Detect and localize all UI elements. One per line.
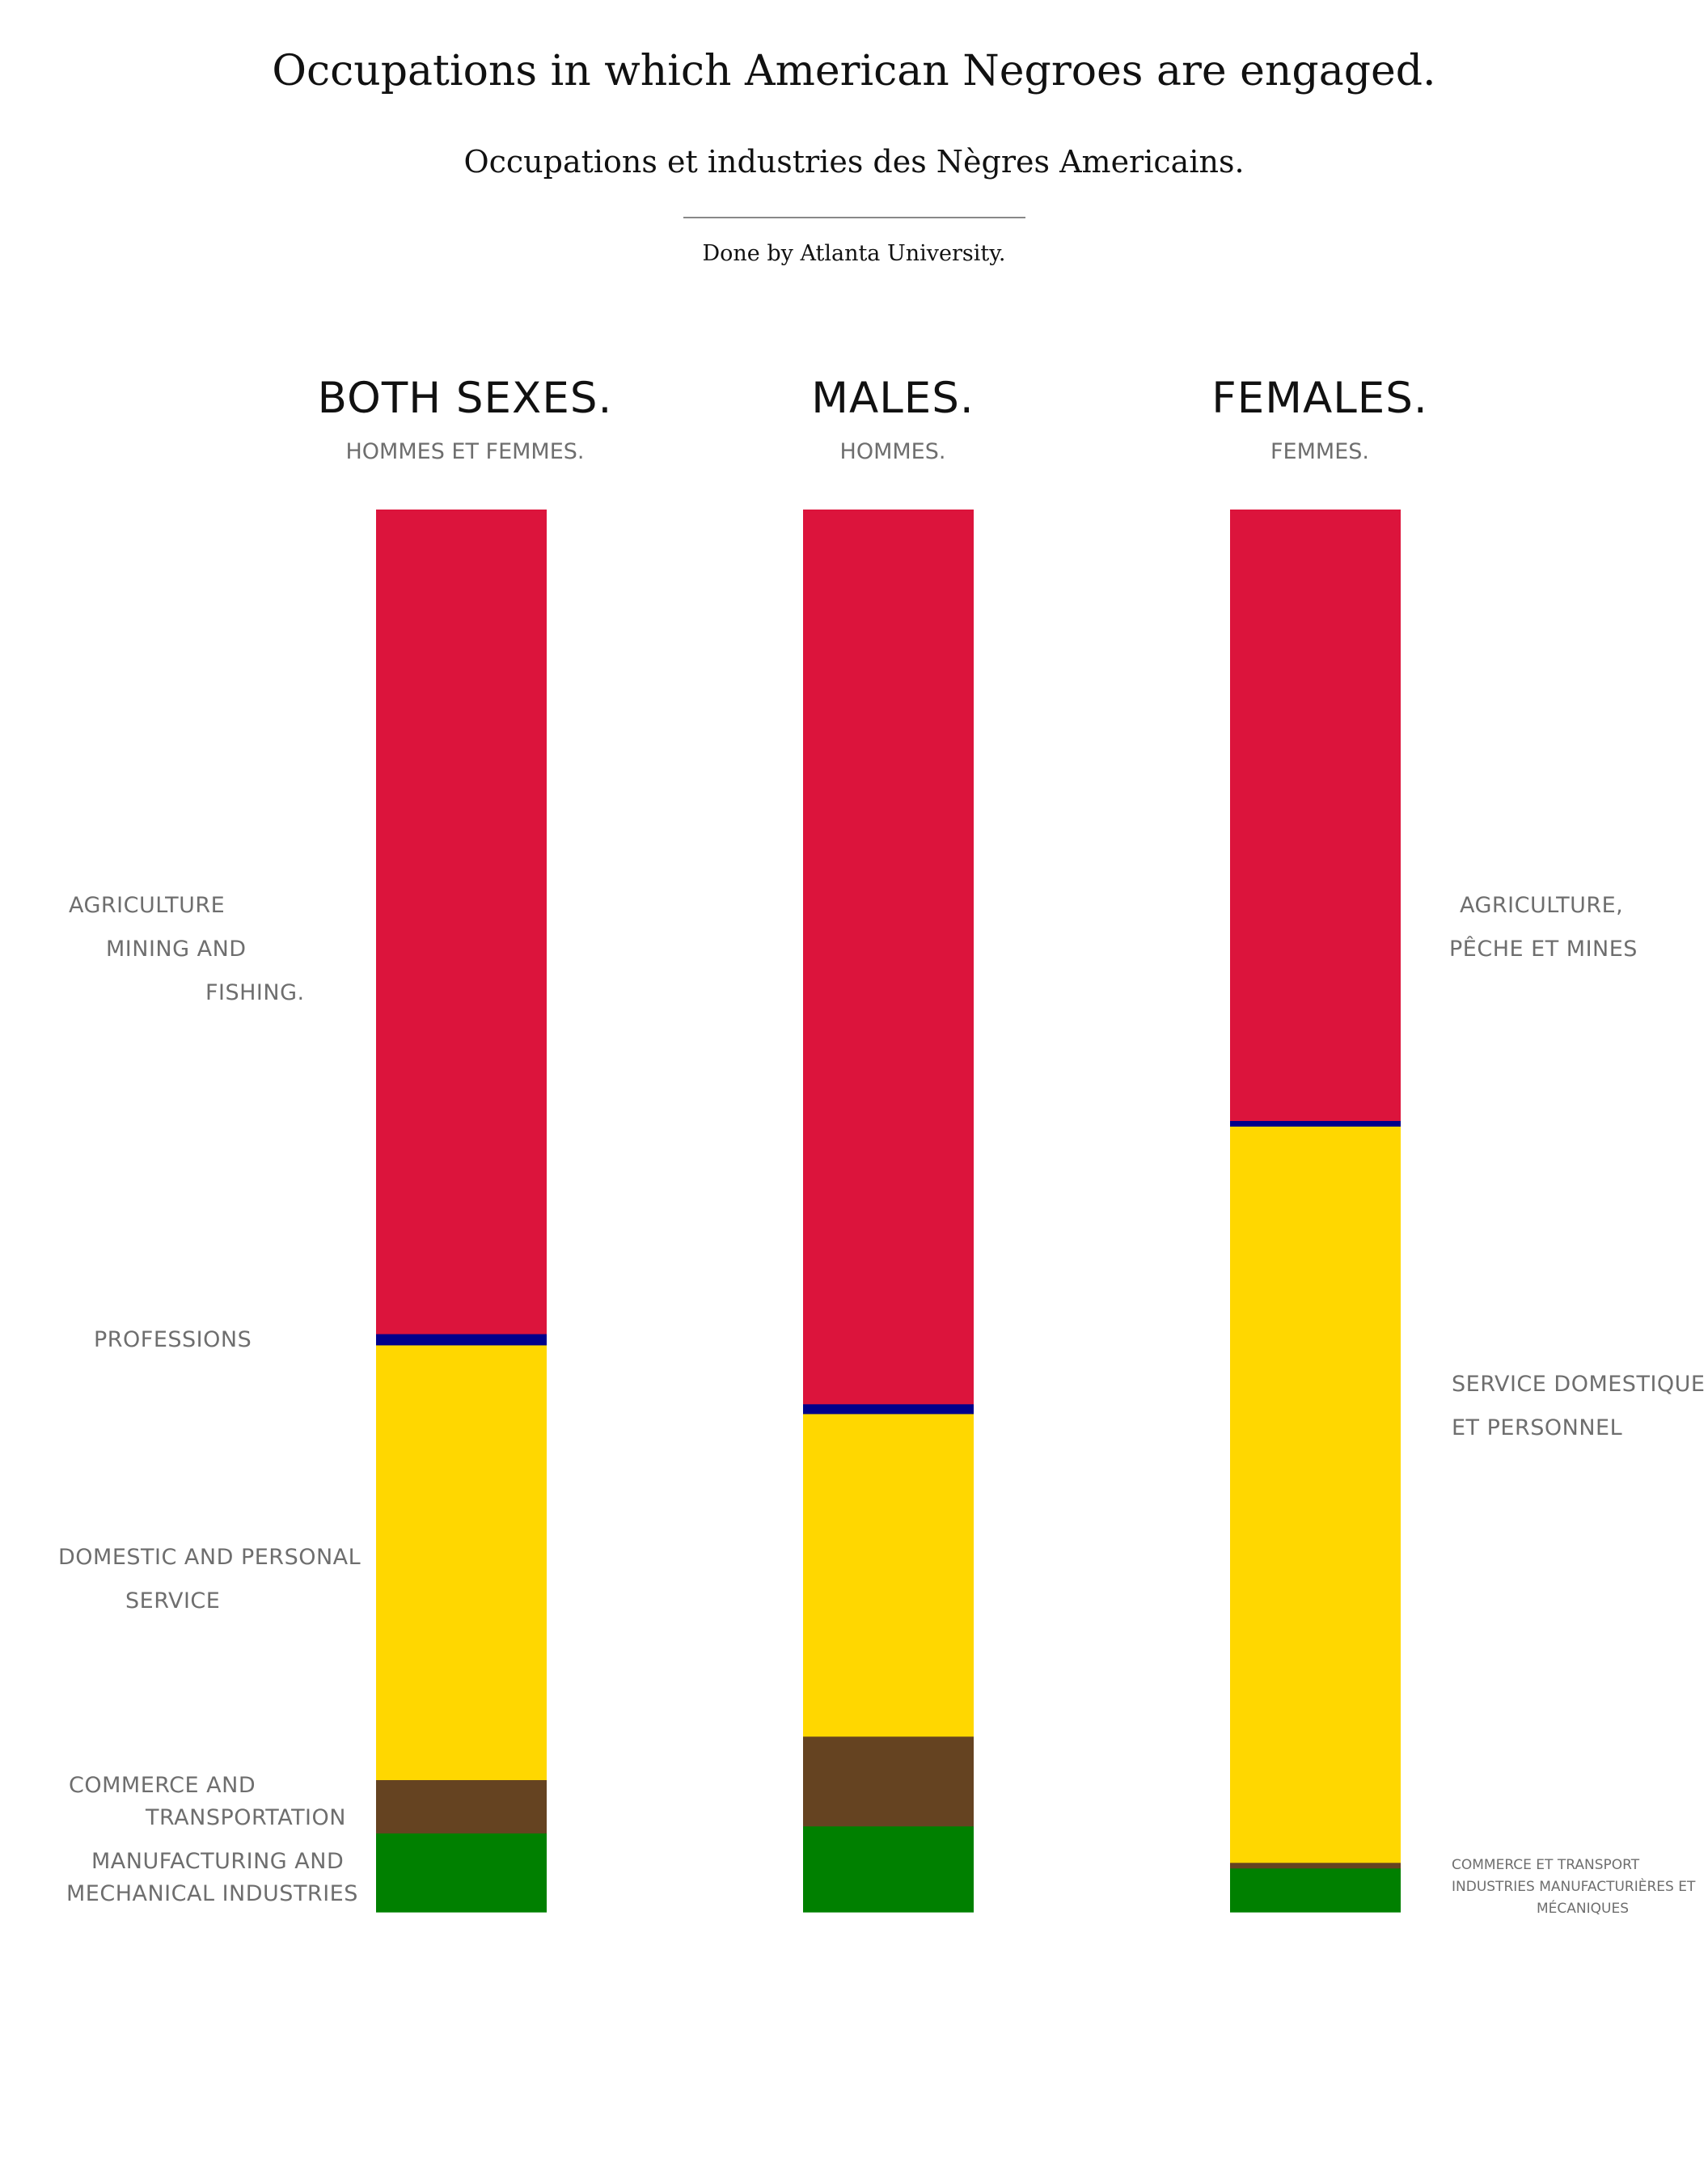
bar-segment-females-professions xyxy=(1230,1121,1401,1127)
label-domestic-fr-line1: SERVICE DOMESTIQUE xyxy=(1452,1372,1706,1397)
column-heading-males: MALES. xyxy=(811,374,974,423)
label-agriculture-fr-line1: AGRICULTURE, xyxy=(1460,893,1624,918)
bar-segment-males-commerce xyxy=(803,1736,974,1827)
bar-segment-both-professions xyxy=(376,1334,547,1347)
label-agriculture-line1: AGRICULTURE xyxy=(69,893,226,918)
bar-segment-both-commerce xyxy=(376,1780,547,1834)
bar-segment-males-domestic xyxy=(803,1414,974,1737)
chart-title: Occupations in which American Negroes ar… xyxy=(272,47,1436,95)
label-domestic-fr-line2: ET PERSONNEL xyxy=(1452,1415,1623,1440)
bar-segment-males-professions xyxy=(803,1404,974,1415)
label-domestic-line2: SERVICE xyxy=(125,1588,221,1614)
bar-segment-both-manufacturing xyxy=(376,1833,547,1913)
label-manufacturing-line2: MECHANICAL INDUSTRIES xyxy=(66,1881,358,1906)
column-subheading-males: HOMMES. xyxy=(839,439,946,464)
label-commerce-line2: TRANSPORTATION xyxy=(146,1805,346,1830)
label-manufacturing-line1: MANUFACTURING AND xyxy=(91,1849,345,1874)
bar-segment-both-domestic xyxy=(376,1345,547,1781)
title-divider xyxy=(683,217,1025,218)
label-manufacturing-fr-line1: INDUSTRIES MANUFACTURIÈRES ET xyxy=(1452,1879,1696,1895)
bar-segment-females-commerce xyxy=(1230,1863,1401,1869)
label-domestic-line1: DOMESTIC AND PERSONAL xyxy=(58,1545,361,1570)
label-agriculture-line2: MINING AND xyxy=(106,937,247,962)
column-heading-both: BOTH SEXES. xyxy=(317,374,613,423)
column-subheading-both: HOMMES ET FEMMES. xyxy=(345,439,585,464)
bar-segment-females-manufacturing xyxy=(1230,1868,1401,1913)
label-professions: PROFESSIONS xyxy=(94,1327,252,1352)
bar-segment-males-agriculture xyxy=(803,510,974,1405)
label-agriculture-line3: FISHING. xyxy=(205,980,305,1005)
column-heading-females: FEMALES. xyxy=(1211,374,1428,423)
label-commerce-fr: COMMERCE ET TRANSPORT xyxy=(1452,1857,1640,1873)
chart-subtitle: Occupations et industries des Nègres Ame… xyxy=(463,144,1245,180)
bar-segment-both-agriculture xyxy=(376,510,547,1335)
chart-credit: Done by Atlanta University. xyxy=(702,241,1006,266)
label-commerce-line1: COMMERCE AND xyxy=(69,1773,256,1798)
column-subheading-females: FEMMES. xyxy=(1270,439,1369,464)
label-agriculture-fr-line2: PÊCHE ET MINES xyxy=(1449,937,1638,962)
bar-segment-females-domestic xyxy=(1230,1126,1401,1863)
label-manufacturing-fr-line2: MÉCANIQUES xyxy=(1537,1901,1629,1917)
bar-segment-females-agriculture xyxy=(1230,510,1401,1122)
bar-segment-males-manufacturing xyxy=(803,1826,974,1913)
